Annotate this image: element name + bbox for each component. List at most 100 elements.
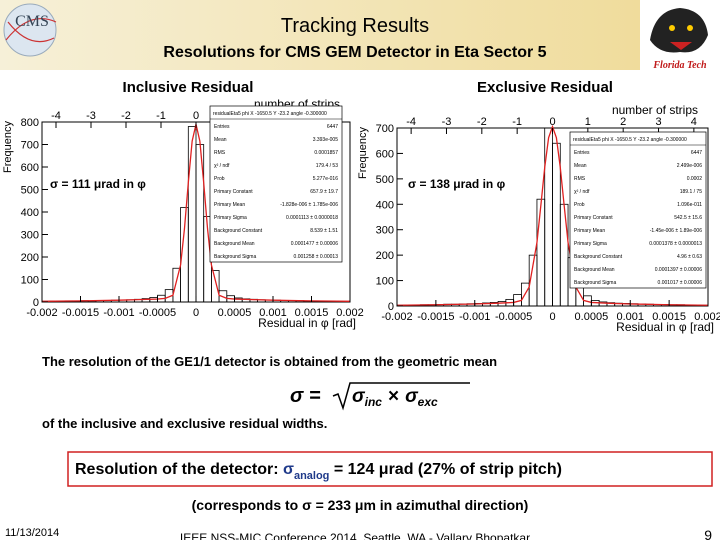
y-tick-label: 600	[21, 162, 39, 174]
stats-value: -1.45e-006 ± 1.89e-006	[650, 228, 702, 234]
x-tick-label: 0.001	[259, 307, 287, 319]
stats-header: residualEta5 phi X -1650.5 Y -23.2 angle…	[213, 111, 327, 117]
stats-value: 189.1 / 75	[680, 189, 702, 195]
x-tick-label: 0.001	[616, 311, 644, 323]
stats-label: Background Sigma	[574, 280, 616, 286]
symbol: σ	[405, 386, 419, 407]
result-text: Resolution of the detector: σanalog = 12…	[75, 461, 562, 482]
page-number: 9	[704, 527, 712, 540]
result-rest: = 124 μrad (27% of strip pitch)	[329, 461, 562, 478]
x-tick-label: -0.0015	[62, 307, 99, 319]
logo-text: CMS	[15, 13, 49, 30]
stats-label: RMS	[214, 150, 226, 156]
stats-label: RMS	[574, 176, 586, 182]
stats-value: 5.277e-016	[313, 176, 339, 182]
y-tick-label: 0	[33, 297, 39, 309]
stats-value: 0.0001397 ± 0.00006	[655, 267, 702, 273]
x2-tick-label: -1	[512, 116, 522, 128]
stats-label: Background Constant	[214, 228, 263, 234]
equals: =	[309, 385, 321, 407]
stats-label: Background Constant	[574, 254, 623, 260]
x2-tick-label: -3	[86, 110, 96, 122]
y-tick-label: 700	[21, 140, 39, 152]
stats-label: Primary Constant	[214, 189, 253, 195]
note: (corresponds to σ = 233 μm in azimuthal …	[192, 497, 529, 513]
chart-title: Inclusive Residual	[123, 79, 254, 96]
x-tick-label: -0.001	[459, 311, 490, 323]
x-tick-label: 0.0005	[575, 311, 609, 323]
x2-tick-label: 4	[691, 116, 697, 128]
stats-label: Entries	[574, 150, 590, 156]
result-box	[67, 451, 713, 487]
sqrt-sign	[332, 382, 470, 411]
x2-tick-label: 1	[585, 116, 591, 128]
subscript: exc	[418, 395, 438, 409]
x-tick-label: 0	[549, 311, 555, 323]
x2-tick-label: -2	[121, 110, 131, 122]
symbol: σ	[283, 461, 294, 478]
x-tick-label: -0.002	[381, 311, 412, 323]
florida-tech-logo: Florida Tech	[642, 2, 718, 74]
y-tick-label: 500	[376, 174, 394, 186]
stats-label: Primary Sigma	[214, 215, 247, 221]
stats-value: 0.001258 ± 0.00013	[294, 254, 339, 260]
x-tick-label: -0.0005	[139, 307, 176, 319]
x2-tick-label: -4	[51, 110, 61, 122]
stats-label: Primary Constant	[574, 215, 613, 221]
charts: Inclusive Residual0100200300400500600700…	[2, 79, 720, 334]
stats-label: χ² / ndf	[574, 189, 590, 195]
stats-label: Background Mean	[214, 241, 255, 247]
stats-value: 0.0001477 ± 0.00006	[291, 241, 338, 247]
x2-tick-label: 0	[193, 110, 199, 122]
stats-value: 0.0001857	[314, 150, 338, 156]
x2-tick-label: -1	[156, 110, 166, 122]
y-tick-label: 700	[376, 123, 394, 135]
cms-logo: CMS	[3, 3, 57, 57]
body-text: The resolution of the GE1/1 detector is …	[42, 354, 497, 369]
y-tick-label: 200	[376, 250, 394, 262]
y-axis-label: Frequency	[2, 121, 14, 173]
stats-label: Primary Sigma	[574, 241, 607, 247]
stats-value: 0.0001378 ± 0.0000013	[649, 241, 702, 247]
stats-box	[569, 131, 707, 289]
stats-value: 2.499e-006	[677, 163, 703, 169]
stats-label: Mean	[214, 137, 227, 143]
stats-box	[209, 105, 343, 263]
y-tick-label: 100	[21, 275, 39, 287]
y-axis-label: Frequency	[357, 127, 369, 179]
formula-lhs: σ =	[290, 385, 321, 407]
x2-tick-label: 0	[549, 116, 555, 128]
histogram-bar	[210, 270, 220, 303]
symbol: σ	[352, 386, 366, 407]
result-prefix: Resolution of the detector:	[75, 461, 283, 478]
stats-value: 542.5 ± 15.6	[674, 215, 702, 221]
header-band	[0, 0, 640, 70]
operator: ×	[388, 386, 399, 407]
x-tick-label: 0.0015	[295, 307, 329, 319]
stats-value: 3.393e-005	[313, 137, 339, 143]
y-tick-label: 600	[376, 148, 394, 160]
x2-tick-label: -4	[406, 116, 416, 128]
x2-tick-label: 2	[620, 116, 626, 128]
subscript: analog	[294, 470, 329, 482]
stats-value: 657.9 ± 19.7	[310, 189, 338, 195]
y-tick-label: 400	[21, 207, 39, 219]
stats-value: 0.0001113 ± 0.0000018	[286, 215, 338, 221]
stats-label: Prob	[574, 202, 585, 208]
x2-tick-label: -2	[477, 116, 487, 128]
stats-label: Background Sigma	[214, 254, 256, 260]
chart-title: Exclusive Residual	[477, 79, 613, 96]
stats-header: residualEta5 phi X -1650.5 Y -23.2 angle…	[573, 137, 687, 143]
body-text: of the inclusive and exclusive residual …	[42, 416, 327, 431]
stats-label: Prob	[214, 176, 225, 182]
x-tick-label: -0.0005	[495, 311, 532, 323]
stats-label: Entries	[214, 124, 230, 130]
stats-value: 6447	[691, 150, 702, 156]
x-tick-label: 0.0015	[652, 311, 686, 323]
stats-value: 0.001017 ± 0.00006	[658, 280, 703, 286]
slide-subtitle: Resolutions for CMS GEM Detector in Eta …	[163, 44, 546, 61]
footer: IEEE NSS-MIC Conference 2014, Seattle, W…	[180, 531, 530, 540]
x2-tick-label: -3	[442, 116, 452, 128]
logo-text: Florida Tech	[652, 60, 707, 71]
